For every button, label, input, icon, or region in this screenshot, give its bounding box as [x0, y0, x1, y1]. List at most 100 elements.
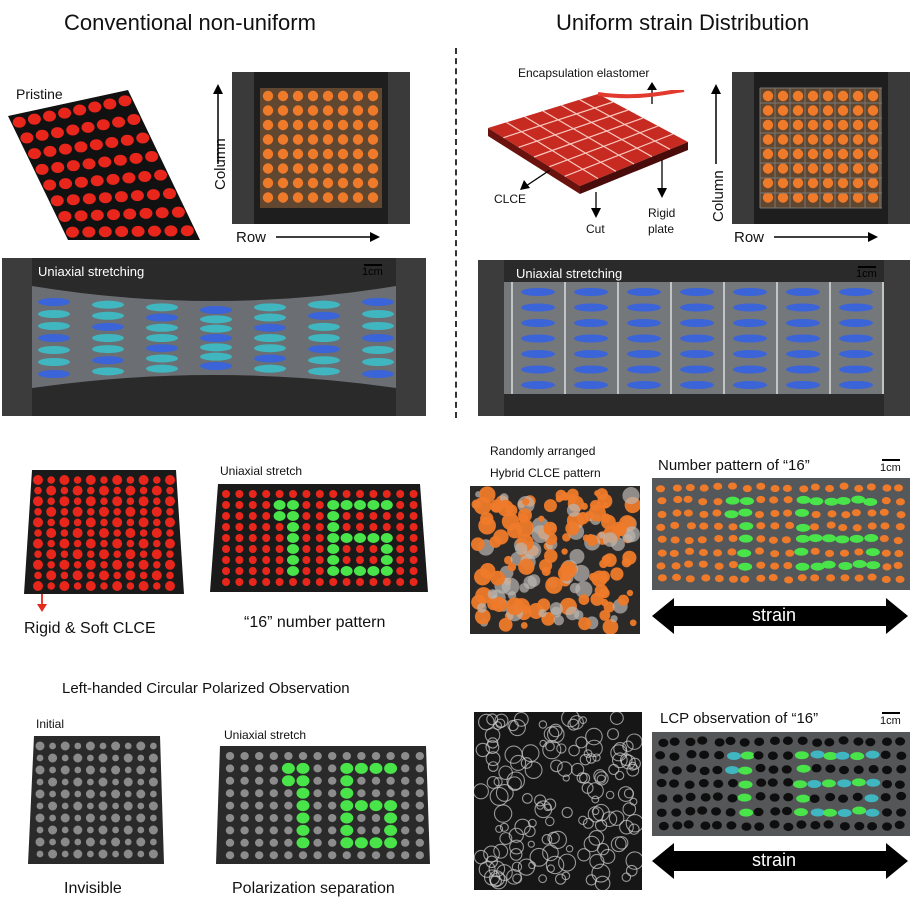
pattern-dot: [683, 495, 693, 503]
led-dot: [38, 310, 70, 318]
pattern-dot: [298, 851, 308, 860]
pattern-dot: [401, 826, 410, 835]
led-dot: [126, 518, 135, 527]
led-dot: [33, 581, 43, 591]
led-dot: [46, 549, 57, 560]
pattern-dot: [36, 802, 44, 810]
led-dot: [66, 124, 80, 136]
led-dot: [47, 561, 55, 569]
led-dot: [248, 512, 257, 520]
pattern-dot: [622, 550, 637, 565]
pattern-dot: [882, 808, 893, 817]
clce-arrow: [520, 170, 550, 190]
led-dot: [342, 523, 351, 531]
led-dot: [277, 90, 289, 102]
led-dot: [136, 132, 150, 144]
pattern-dot: [602, 532, 618, 547]
pattern-dot: [882, 779, 893, 789]
pattern-dot: [753, 751, 764, 760]
led-dot: [72, 528, 83, 538]
pattern-dot: [255, 838, 264, 847]
led-dot: [822, 192, 834, 203]
pattern-dot: [342, 752, 351, 760]
pattern-dot: [73, 849, 83, 859]
pattern-dot: [796, 764, 811, 773]
pattern-dot: [501, 512, 520, 531]
pattern-dot: [836, 496, 851, 505]
pattern-dot: [656, 523, 666, 531]
led-dot: [277, 105, 289, 116]
led-dot: [222, 534, 230, 542]
led-dot: [733, 334, 767, 343]
pattern-dot: [401, 838, 410, 847]
led-dot: [837, 192, 849, 203]
led-dot: [839, 365, 873, 374]
pattern-dot: [488, 870, 506, 887]
pattern-dot: [541, 834, 553, 845]
pattern-dot: [493, 529, 509, 545]
led-dot: [362, 358, 394, 366]
led-dot: [112, 496, 123, 507]
pattern-dot: [728, 523, 738, 531]
pattern-dot: [534, 800, 553, 819]
pattern-dot: [284, 801, 293, 810]
pattern-dot: [328, 752, 337, 760]
led-dot: [315, 545, 324, 553]
clce-label: CLCE: [494, 192, 527, 206]
pattern-dot: [597, 570, 610, 583]
led-dot: [302, 512, 311, 520]
led-dot: [112, 517, 123, 528]
led-dot: [627, 334, 661, 343]
pattern-dot: [255, 776, 264, 785]
pattern-dot: [783, 496, 793, 504]
led-dot: [867, 192, 879, 203]
pattern-dot: [48, 753, 58, 763]
pattern-dot: [35, 765, 45, 775]
led-dot: [154, 169, 168, 181]
led-dot: [807, 148, 819, 160]
pattern-dot: [893, 561, 903, 570]
led-dot: [574, 350, 608, 358]
pattern-dot: [865, 808, 880, 817]
pattern-dot: [386, 752, 395, 760]
pattern-dot: [474, 608, 491, 625]
led-dot: [222, 490, 230, 498]
pattern-dot: [700, 821, 711, 830]
led-dot: [200, 362, 232, 370]
led-dot: [73, 497, 82, 505]
led-dot: [322, 163, 334, 174]
led-dot: [92, 367, 124, 376]
pattern-dot: [384, 837, 398, 849]
led-dot: [307, 119, 319, 131]
pattern-dot: [713, 482, 723, 490]
led-dot: [307, 192, 319, 203]
led-dot: [409, 490, 418, 498]
led-dot: [85, 559, 96, 570]
led-dot: [382, 490, 391, 498]
pattern-dot: [623, 788, 635, 799]
led-dot: [72, 549, 83, 560]
pattern-dot: [879, 508, 889, 516]
pattern-dot: [894, 549, 904, 558]
pattern-dot: [673, 495, 683, 504]
led-dot: [73, 104, 87, 116]
pattern-dot: [534, 794, 547, 807]
led-dot: [362, 298, 394, 306]
led-dot: [165, 559, 175, 570]
randomly-arranged-label: Randomly arranged: [490, 444, 596, 458]
pattern-dot: [852, 560, 867, 569]
led-dot: [235, 556, 244, 564]
lcp-initial-photo: [474, 712, 642, 890]
strain-label-mid: strain: [752, 605, 797, 625]
led-dot: [99, 506, 109, 517]
led-dot: [322, 119, 334, 131]
pattern-dot: [60, 813, 70, 823]
pattern-dot: [499, 493, 509, 503]
led-dot: [627, 288, 661, 296]
led-dot: [287, 533, 299, 543]
pattern-dot: [769, 736, 780, 746]
pattern-dot: [810, 547, 820, 555]
number-pattern-title: Number pattern of “16”: [658, 457, 810, 474]
pattern-dot: [527, 840, 535, 848]
led-dot: [837, 163, 849, 174]
